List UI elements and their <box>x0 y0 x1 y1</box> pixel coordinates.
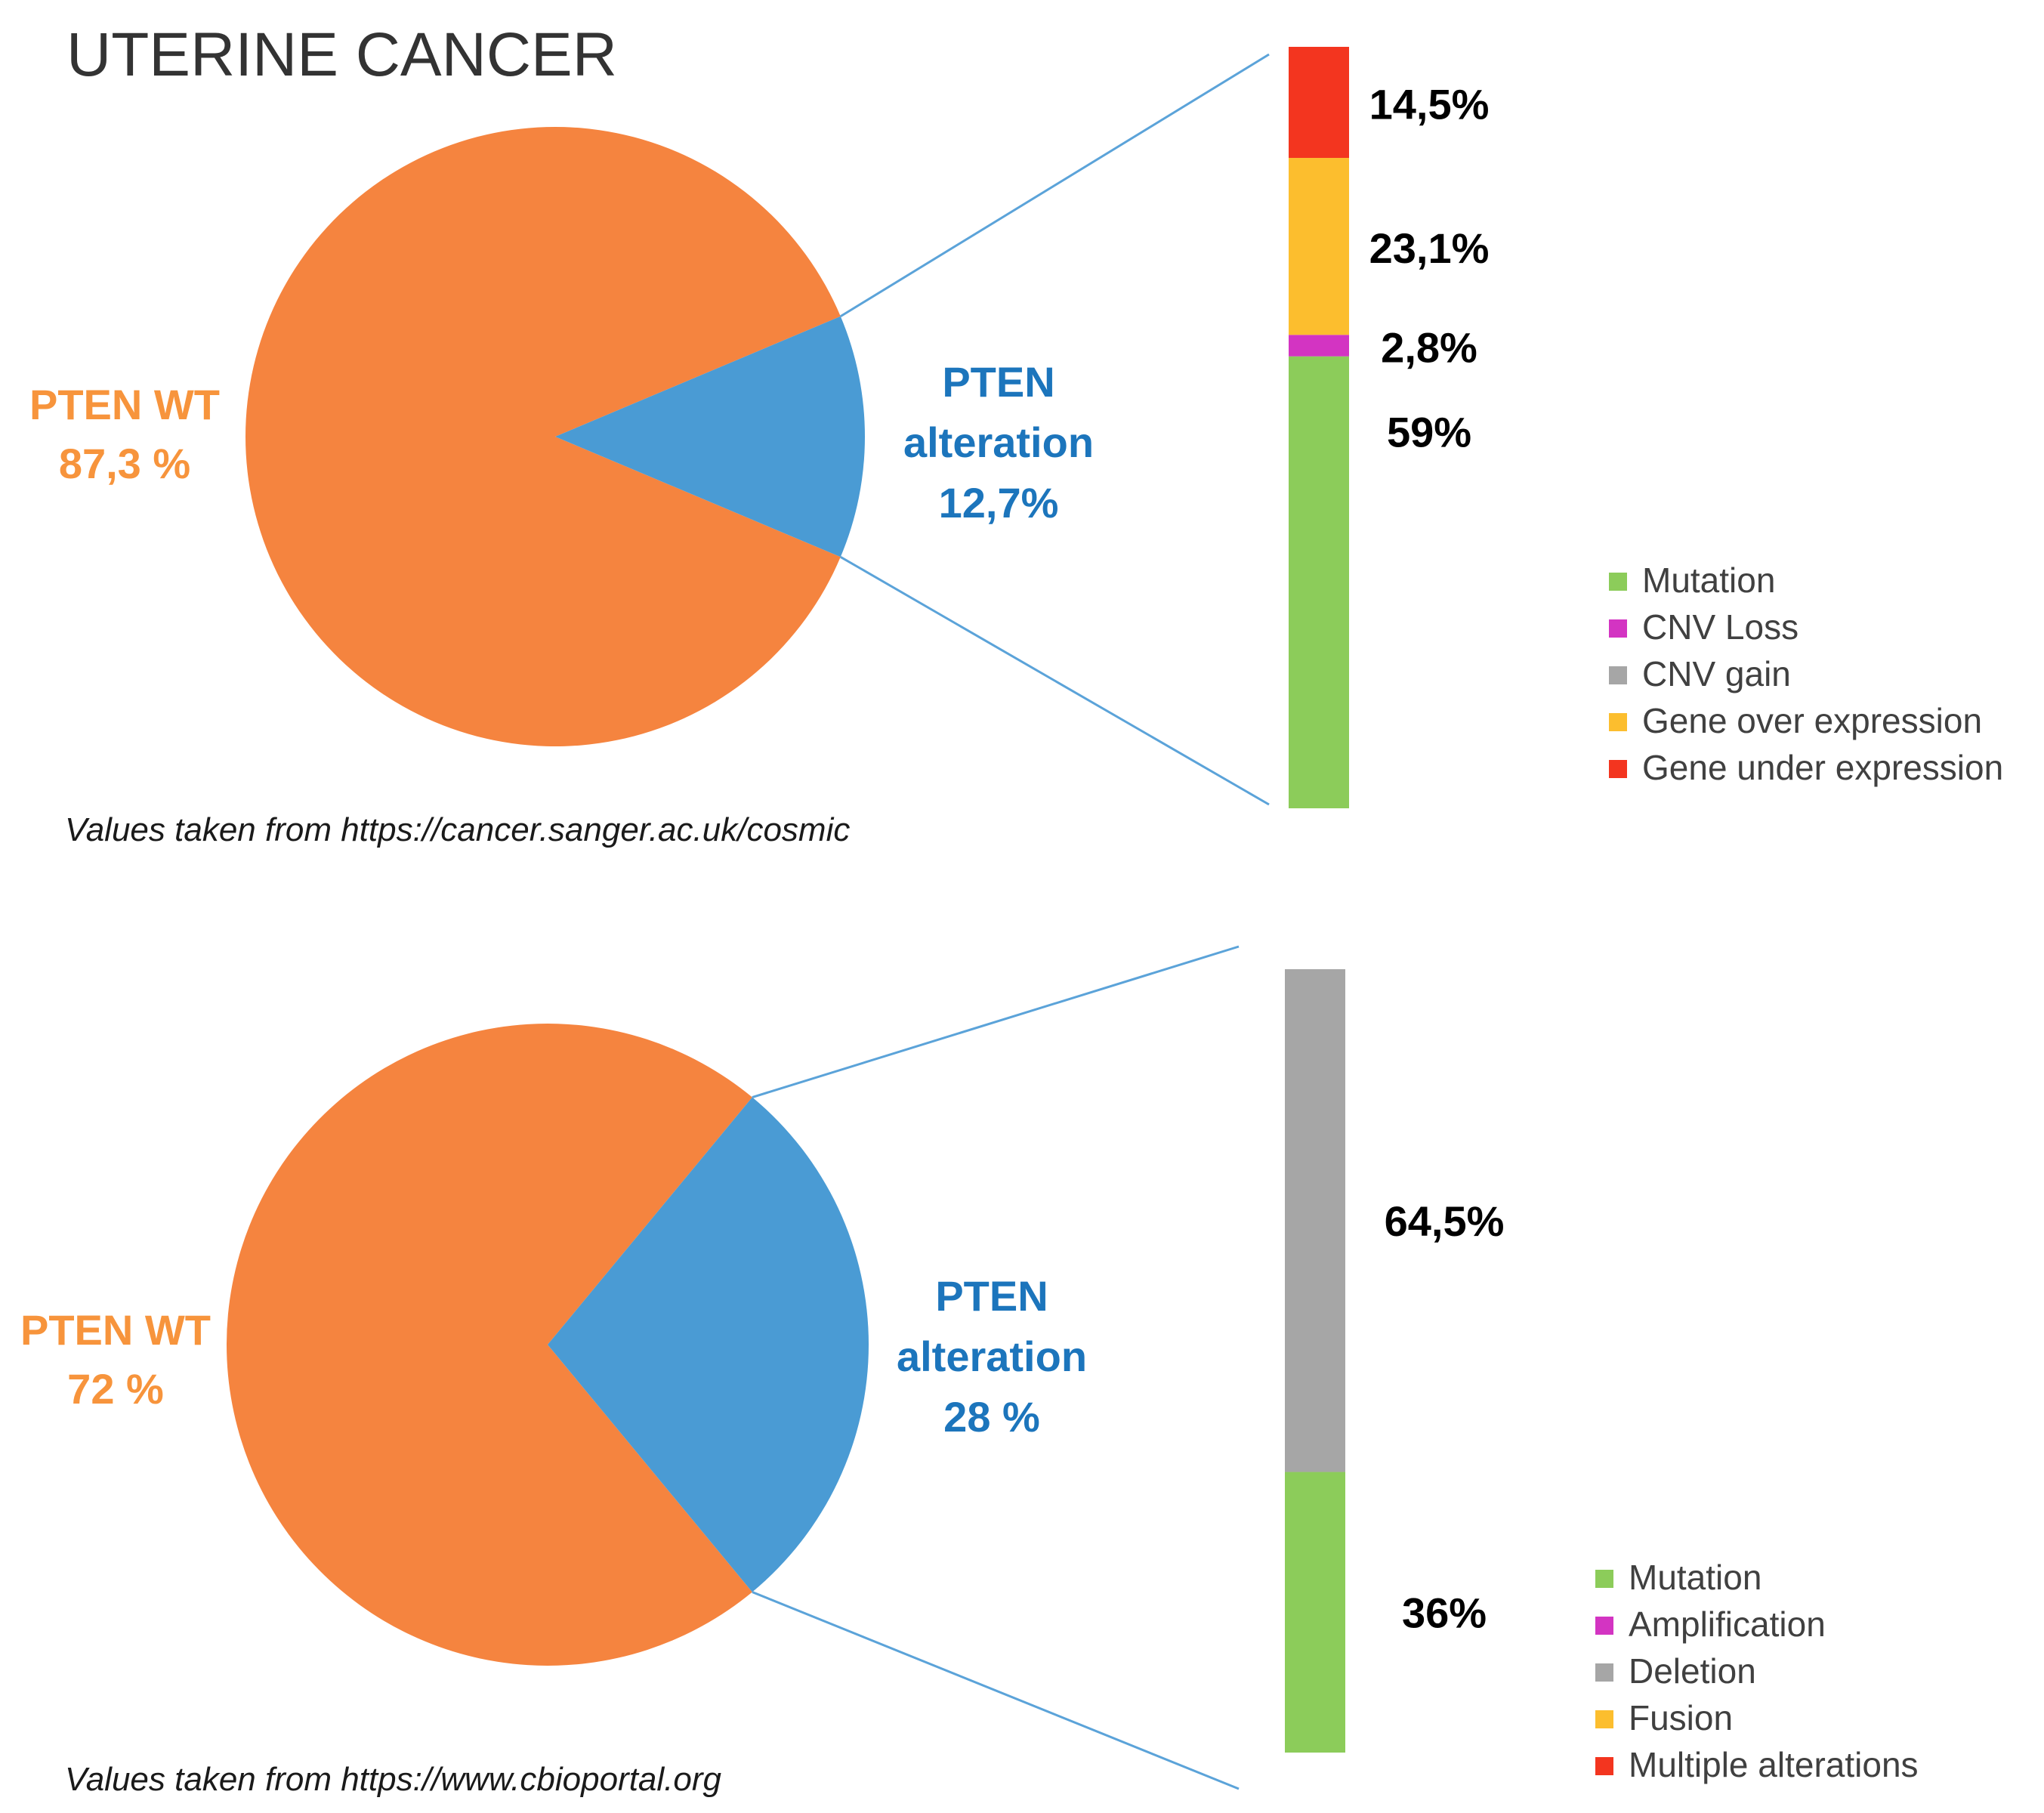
pie-slice-pten-alteration <box>555 316 865 557</box>
legend-swatch <box>1595 1757 1613 1775</box>
bar-value-label: 23,1% <box>1369 224 1490 272</box>
pie-label-alteration-word: alteration <box>903 419 1094 466</box>
pie-label-wt-value: 87,3 % <box>59 440 190 487</box>
pie-slice-pten-wt <box>245 127 841 747</box>
page-title: UTERINE CANCER <box>66 20 617 89</box>
bar-segment-cnv-loss <box>1289 335 1349 357</box>
bar-value-label: 64,5% <box>1385 1197 1505 1245</box>
source-note: Values taken from https://www.cbioportal… <box>65 1761 722 1798</box>
pie-label-wt-name: PTEN WT <box>29 381 220 428</box>
connector-line-top <box>752 945 1240 1098</box>
legend-swatch <box>1609 619 1627 638</box>
legend-label: Deletion <box>1629 1651 1756 1691</box>
legend-swatch <box>1609 666 1627 684</box>
pie-slice-pten-alteration <box>548 1097 869 1592</box>
connector-line-top <box>840 53 1270 318</box>
pie-label-wt-name: PTEN WT <box>20 1306 211 1354</box>
legend-label: Fusion <box>1629 1698 1733 1737</box>
bar-segment-gene-over-expression <box>1289 158 1349 335</box>
legend-swatch <box>1595 1570 1613 1588</box>
pie-label-alteration-value: 12,7% <box>939 479 1059 527</box>
bar-value-label: 59% <box>1387 409 1471 456</box>
pie-label-alteration-word: alteration <box>897 1333 1087 1380</box>
source-note: Values taken from https://cancer.sanger.… <box>65 811 850 848</box>
connector-line-bottom <box>752 1591 1240 1790</box>
bar-value-label: 14,5% <box>1369 81 1490 128</box>
bar-segment-mutation <box>1285 1472 1345 1753</box>
pie-label-alteration-name: PTEN <box>935 1272 1048 1320</box>
pie-label-alteration-value: 28 % <box>943 1393 1040 1441</box>
pie-label-alteration-name: PTEN <box>942 358 1054 406</box>
legend-swatch <box>1609 760 1627 778</box>
bar-value-label: 36% <box>1402 1589 1487 1636</box>
bar-segment-mutation <box>1289 356 1349 808</box>
bar-value-label: 2,8% <box>1381 323 1477 371</box>
bar-segment-deletion <box>1285 969 1345 1472</box>
pie-label-wt-value: 72 % <box>67 1365 164 1413</box>
legend-label: CNV Loss <box>1642 607 1799 647</box>
legend-swatch <box>1595 1710 1613 1728</box>
legend-label: Mutation <box>1629 1558 1761 1597</box>
legend-swatch <box>1595 1617 1613 1635</box>
legend-label: Mutation <box>1642 561 1775 600</box>
legend-swatch <box>1595 1663 1613 1682</box>
legend-label: Multiple alterations <box>1629 1745 1919 1784</box>
connector-line-bottom <box>840 555 1270 806</box>
legend-label: CNV gain <box>1642 654 1791 693</box>
bar-segment-gene-under-expression <box>1289 47 1349 159</box>
legend-label: Gene over expression <box>1642 701 1982 740</box>
pie-slice-pten-wt <box>226 1023 752 1666</box>
legend-label: Gene under expression <box>1642 748 2003 787</box>
legend-label: Amplification <box>1629 1605 1826 1644</box>
legend-swatch <box>1609 713 1627 731</box>
legend-swatch <box>1609 573 1627 591</box>
